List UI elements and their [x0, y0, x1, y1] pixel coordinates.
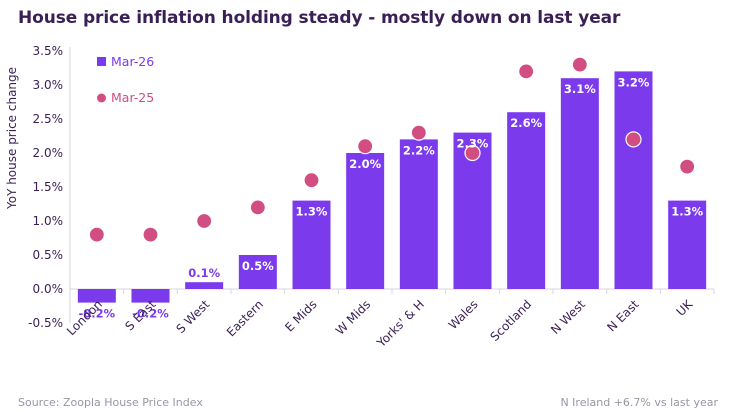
x-tick-label: E Mids — [282, 297, 319, 334]
y-axis-label: YoY house price change — [5, 67, 19, 210]
y-axis-ticks: -0.5% 0.0% 0.5% 1.0% 1.5% 2.0% 2.5% 3.0% 3.5% — [28, 44, 63, 330]
legend-bar-label: Mar-26 — [111, 54, 154, 69]
legend-dot-swatch — [97, 93, 106, 103]
chart-title: House price inflation holding steady - m… — [18, 8, 621, 28]
bar-value-label: 1.3% — [671, 205, 703, 219]
bar-n-west — [560, 78, 599, 289]
bar-value-label: 2.2% — [403, 143, 435, 157]
y-tick-label: 1.5% — [33, 180, 64, 194]
bar-value-label: -0.2% — [132, 307, 169, 321]
x-axis-ticks: London S East S West Eastern E Mids W Mids Yor… — [64, 296, 696, 350]
bar-value-label: 2.6% — [510, 116, 542, 130]
x-tick-label: N East — [604, 297, 641, 334]
bar-uk — [668, 200, 707, 289]
bar-london — [77, 289, 116, 303]
bar-value-label: 1.3% — [296, 205, 328, 219]
bar-value-label: 3.1% — [564, 82, 596, 96]
bar-value-label: 3.2% — [618, 75, 650, 89]
x-tick-label: Scotland — [487, 297, 534, 344]
dot-e-mids — [303, 172, 320, 189]
source-note: Source: Zoopla House Price Index — [18, 396, 203, 409]
y-tick-label: 3.5% — [33, 44, 64, 58]
bar-yorks-h — [399, 139, 438, 289]
x-tick-label: Yorks' & H — [374, 297, 427, 350]
dot-uk — [679, 158, 696, 175]
y-tick-label: 0.0% — [33, 282, 64, 296]
bar-value-label: 0.1% — [188, 266, 220, 280]
dot-london — [88, 226, 105, 243]
x-tick-label: Eastern — [224, 297, 266, 339]
n-ireland-note: N Ireland +6.7% vs last year — [560, 396, 718, 409]
dot-series — [88, 56, 696, 243]
bar-value-labels: -0.2% -0.2% 0.1% 0.5% 1.3% 2.0% 2.2% 2.3% 2.6% 3.… — [78, 75, 703, 320]
x-tick-label: S West — [173, 297, 212, 336]
bar-series — [77, 71, 707, 303]
bar-value-label: 0.5% — [242, 259, 274, 273]
y-tick-label: 2.0% — [33, 146, 64, 160]
dot-s-east — [142, 226, 159, 243]
y-tick-label: 2.5% — [33, 112, 64, 126]
axis-lines — [69, 47, 715, 323]
bar-value-label: 2.0% — [349, 157, 381, 171]
x-tick-label: N West — [548, 297, 588, 337]
bar-s-west — [185, 282, 224, 289]
dot-n-east — [625, 131, 642, 148]
y-tick-label: 3.0% — [33, 78, 64, 92]
bar-scotland — [507, 112, 546, 289]
bar-e-mids — [292, 200, 331, 289]
dot-scotland — [518, 63, 535, 80]
dot-yorks-h — [410, 124, 427, 141]
dot-eastern — [249, 199, 266, 216]
dot-wales — [464, 144, 481, 162]
bar-w-mids — [346, 153, 385, 289]
x-tick-label: W Mids — [333, 297, 373, 337]
dot-w-mids — [357, 138, 374, 155]
bar-n-east — [614, 71, 653, 290]
bar-value-label: -0.2% — [78, 307, 115, 321]
y-tick-label: 1.0% — [33, 214, 64, 228]
dot-n-west — [571, 56, 588, 73]
x-tick-label: Wales — [446, 297, 481, 332]
bar-value-label: 2.3% — [457, 137, 489, 151]
y-tick-label: 0.5% — [33, 248, 64, 262]
y-tick-label: -0.5% — [28, 316, 63, 330]
legend-dot-label: Mar-25 — [111, 90, 154, 105]
bar-eastern — [238, 255, 277, 289]
legend: Mar-26 Mar-25 — [97, 54, 154, 105]
bar-s-east — [131, 289, 170, 303]
dot-s-west — [196, 212, 213, 230]
x-tick-label: UK — [674, 296, 696, 318]
legend-bar-swatch — [97, 57, 106, 66]
